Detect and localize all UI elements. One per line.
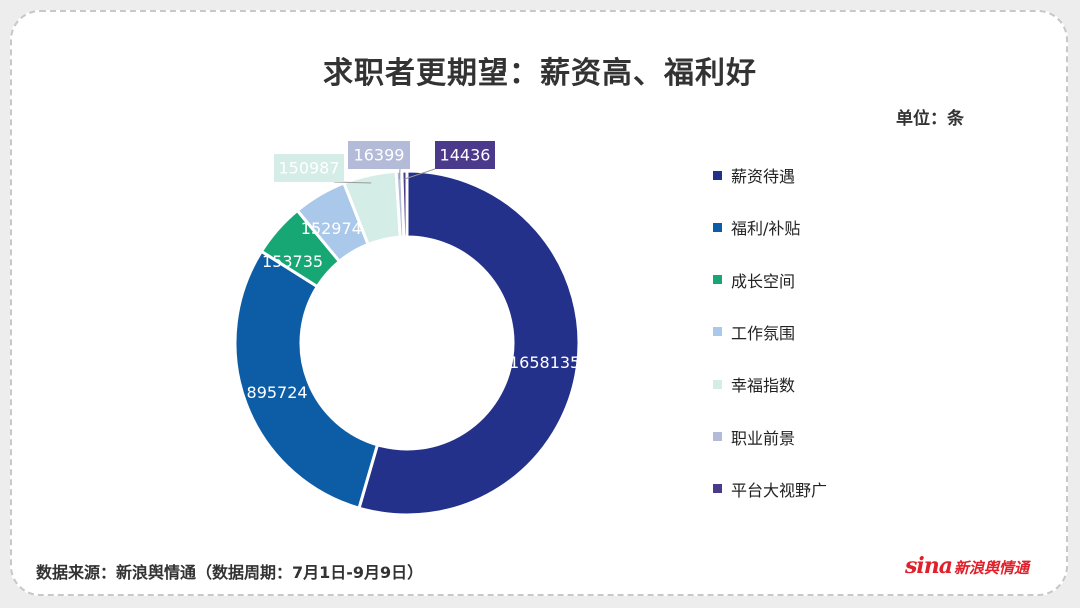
legend-item: 职业前景 (713, 424, 913, 450)
leader-line-7 (404, 168, 436, 180)
legend-label: 薪资待遇 (731, 167, 796, 186)
data-source-note: 数据来源：新浪舆情通（数据周期：7月1日-9月9日） (36, 563, 424, 582)
legend-swatch (713, 432, 722, 441)
legend-label: 工作氛围 (731, 323, 796, 343)
legend-label: 成长空间 (731, 271, 796, 291)
legend-swatch (713, 484, 722, 494)
chart-title: 求职者更期望：薪资高、福利好 (323, 56, 757, 91)
sina-logo: sina 新浪舆情通 (905, 554, 1029, 578)
legend-item: 幸福指数 (713, 371, 913, 397)
data-label-6: 16399 (354, 146, 405, 165)
leader-line-6 (398, 168, 401, 180)
leader-line-5 (333, 181, 372, 184)
legend-swatch (713, 327, 722, 337)
legend-swatch (713, 379, 722, 389)
donut-slice-7 (400, 169, 409, 239)
sina-logo-wordmark: sina (905, 553, 953, 579)
legend-label: 平台大视野广 (731, 480, 828, 500)
data-label-3: 153735 (262, 252, 323, 271)
legend-item: 薪资待遇 (713, 162, 913, 188)
data-label-2: 895724 (247, 383, 308, 402)
legend-label: 职业前景 (731, 428, 796, 448)
data-label-1: 1658135 (509, 353, 580, 372)
legend-label: 幸福指数 (731, 376, 796, 396)
data-label-4: 152974 (301, 219, 362, 238)
donut-slice-1 (357, 169, 581, 517)
legend-item: 成长空间 (713, 267, 913, 293)
donut-slice-2 (233, 249, 380, 511)
data-label-box-7 (435, 141, 495, 169)
legend-swatch (713, 170, 722, 180)
legend-item: 福利/补贴 (713, 214, 913, 240)
legend-item: 平台大视野广 (713, 476, 913, 502)
data-label-box-5 (274, 154, 344, 182)
legend-swatch (713, 222, 722, 232)
legend-swatch (713, 275, 722, 285)
data-label-7: 14436 (440, 146, 491, 165)
unit-label: 单位：条 (896, 109, 964, 129)
legend-label: 福利/补贴 (731, 219, 801, 239)
sina-logo-text: 新浪舆情通 (954, 559, 1030, 577)
data-label-box-6 (348, 141, 410, 169)
legend-item: 工作氛围 (713, 319, 913, 345)
data-label-5: 150987 (278, 159, 339, 178)
